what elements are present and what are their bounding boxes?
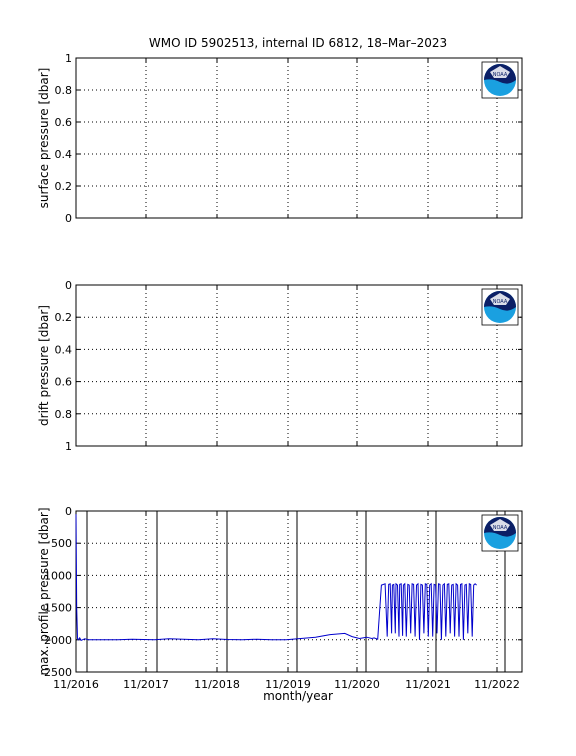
noaa-logo: NOAA: [481, 514, 519, 552]
max-pressure-series: [75, 514, 477, 642]
x-tick-label: 11/2018: [194, 678, 240, 691]
y-tick-label: 1: [65, 52, 72, 65]
y-tick-label: 0.4: [55, 343, 73, 356]
x-tick-label: 11/2017: [123, 678, 169, 691]
y-tick-label: 0.8: [55, 84, 73, 97]
y-axis-label: max. profile pressure [dbar]: [37, 507, 51, 675]
x-tick-label: 11/2020: [334, 678, 380, 691]
y-tick-label: 1: [65, 440, 72, 453]
plot-frame: [75, 510, 523, 673]
y-tick-label: 0.2: [55, 311, 73, 324]
y-tick-label: 0.6: [55, 116, 73, 129]
y-tick-label: 500: [51, 537, 72, 550]
noaa-logo: NOAA: [481, 288, 519, 326]
y-tick-label: 0.2: [55, 180, 73, 193]
y-tick-label: 0.6: [55, 376, 73, 389]
x-tick-label: 11/2021: [405, 678, 451, 691]
noaa-logo-text: NOAA: [493, 525, 508, 531]
y-tick-label: 2000: [44, 634, 72, 647]
y-tick-label: 0: [65, 212, 72, 225]
y-axis-label: drift pressure [dbar]: [37, 305, 51, 426]
x-tick-label: 11/2019: [265, 678, 311, 691]
y-axis-label: surface pressure [dbar]: [37, 68, 51, 209]
noaa-logo: NOAA: [481, 61, 519, 99]
panel-2: 0 0.2 0.4 0.6 0.8 1 drift pressure [dbar] NOAA: [37, 279, 523, 453]
x-axis-label: month/year: [263, 689, 333, 703]
y-tick-label: 0.4: [55, 148, 73, 161]
x-tick-label: 11/2022: [474, 678, 520, 691]
y-tick-label: 1500: [44, 602, 72, 615]
y-tick-label: 0: [65, 505, 72, 518]
figure-title: WMO ID 5902513, internal ID 6812, 18–Mar…: [149, 36, 447, 50]
y-tick-label: 2500: [44, 666, 72, 679]
plot-frame: [75, 284, 523, 447]
noaa-logo-text: NOAA: [493, 299, 508, 305]
panel-1: 0 0.2 0.4 0.6 0.8 1 surface pressure [dbar] NOA…: [37, 52, 523, 225]
y-tick-label: 0: [65, 279, 72, 292]
x-tick-label: 11/2016: [53, 678, 99, 691]
plot-frame: [75, 57, 523, 219]
y-tick-label: 1000: [44, 569, 72, 582]
noaa-logo-text: NOAA: [493, 72, 508, 78]
y-tick-label: 0.8: [55, 408, 73, 421]
